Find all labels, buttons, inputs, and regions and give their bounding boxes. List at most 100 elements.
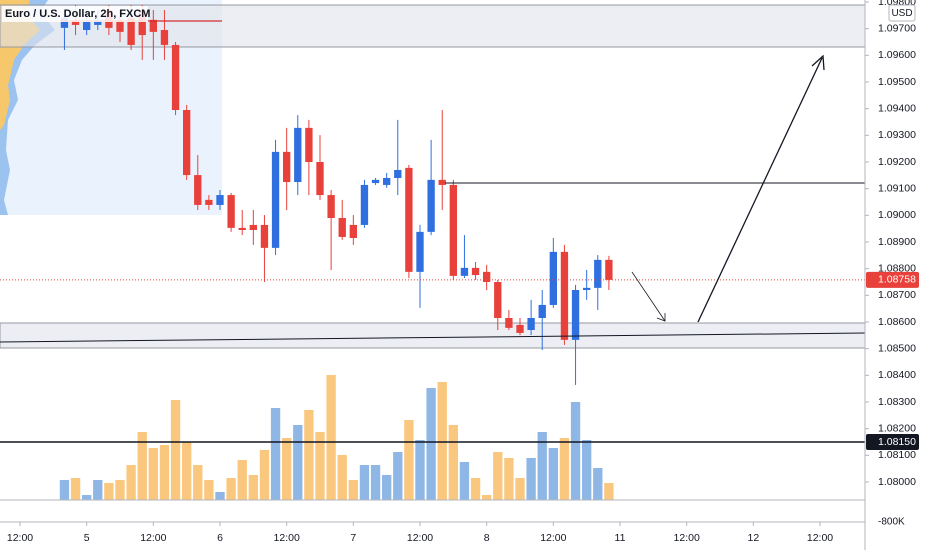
- x-tick-label: 5: [84, 532, 90, 544]
- candle-body: [183, 110, 191, 176]
- x-tick-label: 12: [747, 532, 759, 544]
- volume-bar: [582, 440, 592, 500]
- x-tick-label: 12:00: [140, 532, 166, 544]
- candle-body: [438, 179, 446, 185]
- candle-body: [516, 324, 524, 333]
- title-bg: [2, 6, 148, 22]
- volume-bar: [82, 495, 92, 500]
- volume-bar: [570, 402, 581, 500]
- x-tick-label: 11: [615, 532, 626, 544]
- candle-body: [71, 19, 80, 25]
- volume-bar: [237, 460, 247, 500]
- volume-axis-label: -800K: [878, 517, 905, 528]
- zone: [0, 322, 866, 349]
- candle-body: [560, 251, 569, 340]
- x-tick-label: 12:00: [540, 532, 566, 544]
- volume-bar: [504, 458, 514, 500]
- candle-body: [294, 127, 302, 182]
- y-tick-label: 1.09400: [878, 102, 916, 114]
- candle-body: [171, 44, 180, 110]
- volume-bar: [326, 375, 336, 500]
- candle-body: [483, 271, 491, 282]
- candle-body: [349, 224, 357, 238]
- volume-bar: [104, 483, 114, 500]
- price-label-box: [866, 271, 919, 288]
- candle-body: [271, 151, 280, 248]
- volume-pane: [59, 375, 614, 500]
- volume-bar: [404, 420, 414, 500]
- candle-body: [227, 195, 235, 228]
- volume-bar: [604, 483, 614, 500]
- time-axis: [0, 522, 865, 550]
- volume-bar: [359, 465, 370, 500]
- price-label-box: [866, 434, 919, 450]
- volume-bar: [259, 450, 270, 500]
- candle-body: [116, 19, 124, 32]
- volume-bar: [415, 440, 425, 500]
- candle-body: [338, 218, 346, 237]
- volume-bar: [304, 410, 314, 500]
- volume-bar: [515, 478, 525, 500]
- candle-body: [594, 259, 602, 288]
- x-tick-label: 12:00: [274, 532, 300, 544]
- y-tick-label: 1.08600: [878, 316, 916, 328]
- volume-bar: [382, 475, 392, 500]
- y-tick-label: 1.09800: [878, 0, 916, 8]
- x-tick-label: 8: [484, 532, 490, 544]
- volume-bar: [448, 425, 458, 500]
- x-tick-label: 12:00: [807, 532, 833, 544]
- candle-body: [527, 318, 535, 330]
- volume-bar: [270, 408, 281, 500]
- y-tick-label: 1.08500: [878, 342, 916, 354]
- volume-bar: [248, 475, 258, 500]
- candle-body: [538, 304, 546, 318]
- y-tick-label: 1.09200: [878, 156, 916, 168]
- candle-body: [194, 175, 202, 205]
- volume-bar: [537, 432, 547, 500]
- volume-bar: [482, 495, 492, 500]
- y-tick-label: 1.08100: [878, 449, 916, 461]
- candle-body: [394, 170, 402, 178]
- y-tick-label: 1.09500: [878, 76, 916, 88]
- candles: [0, 4, 865, 443]
- volume-bar: [315, 432, 325, 500]
- candle-body: [571, 290, 580, 340]
- volume-bar: [182, 442, 192, 500]
- y-tick-label: 1.08000: [878, 476, 916, 488]
- candle-body: [138, 10, 146, 36]
- currency: USD: [891, 8, 912, 19]
- volume-bar: [115, 480, 125, 500]
- candle-body: [205, 199, 213, 205]
- volume-bar: [370, 465, 381, 500]
- y-tick-label: 1.08800: [878, 262, 916, 274]
- volume-bar: [593, 468, 603, 500]
- candle-body: [260, 224, 269, 248]
- volume-bar: [159, 445, 170, 500]
- volume-bar: [148, 448, 158, 500]
- candle-body: [160, 30, 169, 45]
- candle-body: [316, 162, 324, 196]
- chart-title: Euro / U.S. Dollar, 2h, FXCM: [5, 8, 150, 20]
- candle-body: [283, 151, 291, 182]
- volume-bar: [559, 438, 570, 500]
- volume-bar: [170, 400, 181, 500]
- candle-body: [94, 19, 102, 25]
- candle-body: [127, 18, 135, 45]
- y-tick-label: 1.09600: [878, 49, 916, 61]
- candle-body: [383, 178, 391, 185]
- volume-bar: [526, 458, 536, 500]
- candle-body: [149, 19, 157, 32]
- volume-bar: [215, 492, 225, 500]
- y-tick-label: 1.09300: [878, 129, 916, 141]
- volume-bar: [493, 452, 503, 500]
- x-tick-label: 12:00: [407, 532, 433, 544]
- y-tick-label: 1.08300: [878, 396, 916, 408]
- arrow: [631, 271, 666, 322]
- price-label: 1.08150: [878, 436, 916, 448]
- trend-line: [0, 332, 866, 343]
- volume-bar: [204, 480, 214, 500]
- volume-bar: [137, 432, 147, 500]
- candle-body: [583, 287, 591, 290]
- y-tick-label: 1.08700: [878, 289, 916, 301]
